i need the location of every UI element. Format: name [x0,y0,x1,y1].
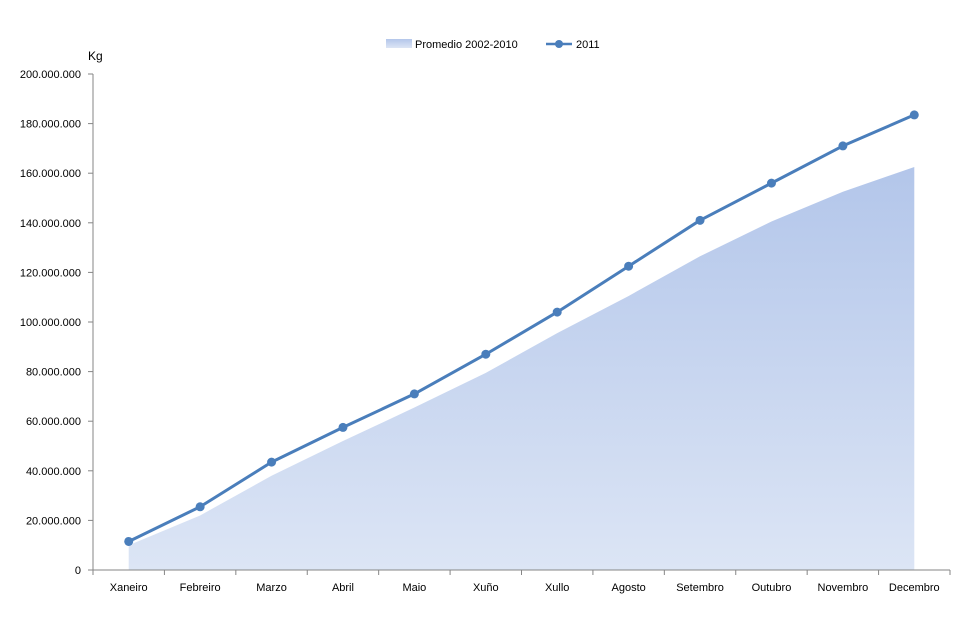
y-tick-label: 120.000.000 [20,267,81,279]
y-tick-label: 140.000.000 [20,218,81,230]
x-tick-label: Abril [332,582,354,594]
legend-label-average: Promedio 2002-2010 [415,39,518,51]
line-point-2011 [695,215,705,225]
line-series-2011 [128,113,915,543]
y-tick-label: 0 [75,565,81,577]
axes [88,73,951,575]
x-tick-label: Setembro [676,582,724,594]
x-tick-label: Outubro [752,582,792,594]
x-tick-label: Xullo [545,582,569,594]
x-tick-label: Xuño [473,582,499,594]
legend: Promedio 2002-2010 2011 [386,39,600,51]
line-point-2011 [624,261,634,271]
x-tick-label: Maio [402,582,426,594]
y-tick-label: 200.000.000 [20,69,81,81]
area-layer [128,167,915,570]
y-tick-label: 160.000.000 [20,168,81,180]
y-tick-label: 80.000.000 [26,367,81,379]
line-point-2011 [481,349,491,359]
line-point-2011 [409,389,419,399]
x-tick-label: Agosto [612,582,646,594]
x-tick-label: Marzo [256,582,287,594]
line-point-2011 [838,141,848,151]
legend-swatch-marker-2011 [555,40,563,48]
y-axis-unit-label: Kg [88,49,103,63]
line-point-2011 [338,422,348,432]
y-tick-label: 40.000.000 [26,466,81,478]
y-tick-label: 180.000.000 [20,119,81,131]
legend-swatch-average [386,39,412,48]
line-point-2011 [195,502,205,512]
x-tick-label: Febreiro [180,582,221,594]
y-tick-label: 60.000.000 [26,416,81,428]
y-tick-label: 20.000.000 [26,515,81,527]
line-point-2011 [124,536,134,546]
line-point-2011 [267,457,277,467]
legend-label-2011: 2011 [576,39,600,51]
tick-labels: 0 20.000.000 40.000.000 60.000.000 80.000.00… [20,69,940,594]
x-tick-label: Decembro [889,582,940,594]
line-layer [124,110,919,546]
line-point-2011 [909,110,919,120]
area-series-average [128,167,915,570]
x-tick-label: Novembro [818,582,869,594]
y-tick-label: 100.000.000 [20,317,81,329]
line-point-2011 [552,307,562,317]
line-point-2011 [766,178,776,188]
x-tick-label: Xaneiro [110,582,148,594]
